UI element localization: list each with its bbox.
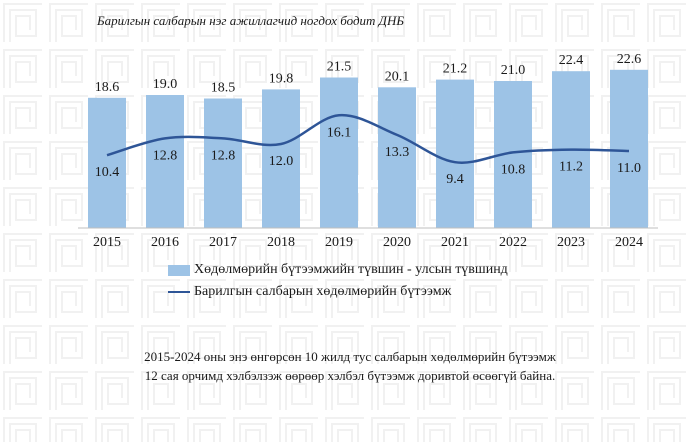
x-tick-label: 2015	[93, 235, 121, 250]
line-data-label: 9.4	[446, 172, 464, 187]
line-data-label: 11.2	[559, 160, 583, 175]
line-data-label: 12.8	[153, 148, 178, 163]
bar	[320, 77, 358, 228]
bar-data-label: 22.4	[559, 53, 584, 68]
legend: Хөдөлмөрийн бүтээмжийн түвшин - улсын тү…	[168, 259, 508, 303]
x-tick-label: 2016	[151, 235, 179, 250]
note-line-2: 12 сая орчимд хэлбэлзэж өөрөөр хэлбэл бү…	[144, 368, 556, 383]
bar-data-label: 21.0	[501, 63, 526, 78]
bar	[436, 79, 474, 228]
bar-data-label: 19.0	[153, 77, 178, 92]
bar-data-label: 20.1	[385, 69, 410, 84]
legend-label-bar: Хөдөлмөрийн бүтээмжийн түвшин - улсын тү…	[194, 262, 508, 277]
bar-data-label: 18.5	[211, 81, 236, 96]
bar-data-label: 21.5	[327, 60, 352, 75]
bar-data-label: 22.6	[617, 52, 642, 67]
line-data-label: 16.1	[327, 125, 352, 140]
legend-swatch-bar	[168, 264, 190, 276]
bar-data-label: 18.6	[95, 80, 120, 95]
line-data-label: 12.8	[211, 148, 236, 163]
bar-data-label: 21.2	[443, 62, 468, 77]
line-data-label: 12.0	[269, 154, 294, 169]
bar-data-label: 19.8	[269, 71, 294, 86]
bar	[378, 87, 416, 228]
x-tick-label: 2020	[383, 235, 411, 250]
legend-item-bar: Хөдөлмөрийн бүтээмжийн түвшин - улсын тү…	[168, 259, 508, 281]
chart-title: Барилгын салбарын нэг ажиллагчид ногдох …	[97, 13, 404, 28]
line-data-label: 13.3	[385, 145, 410, 160]
x-tick-label: 2023	[557, 235, 585, 250]
line-data-label: 11.0	[617, 161, 641, 176]
line-data-label: 10.8	[501, 162, 526, 177]
x-tick-label: 2021	[441, 235, 469, 250]
bar	[262, 89, 300, 229]
x-tick-label: 2022	[499, 235, 527, 250]
series-line	[106, 114, 630, 164]
chart: 18.6 19.0 18.5 19.8 21.5 20.1 21.2 21.0 22.4 22.6…	[78, 52, 658, 250]
legend-label-line: Барилгын салбарын хөдөлмөрийн бүтээмж	[194, 284, 452, 299]
legend-item-line: Барилгын салбарын хөдөлмөрийн бүтээмж	[168, 281, 508, 303]
note-text: 2015-2024 оны энэ өнгөрсөн 10 жилд тус с…	[60, 347, 640, 385]
bar	[88, 97, 126, 228]
legend-swatch-line	[168, 291, 190, 293]
bar	[204, 98, 242, 228]
note-line-1: 2015-2024 оны энэ өнгөрсөн 10 жилд тус с…	[144, 349, 556, 364]
x-tick-label: 2017	[209, 235, 237, 250]
bar	[610, 69, 648, 228]
bar	[146, 95, 184, 228]
x-tick-label: 2018	[267, 235, 295, 250]
line-data-label: 10.4	[95, 165, 120, 180]
x-tick-label: 2024	[615, 235, 643, 250]
x-tick-label: 2019	[325, 235, 353, 250]
